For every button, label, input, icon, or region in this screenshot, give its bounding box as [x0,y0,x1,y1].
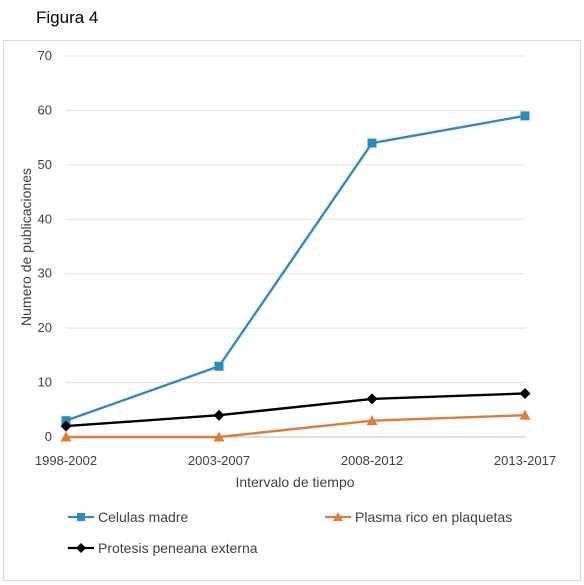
legend-item-celulas-madre: Celulas madre [68,509,188,525]
data-point-2-2 [366,393,378,405]
y-tick-60: 60 [38,102,52,117]
series-0 [61,111,530,426]
legend-label: Celulas madre [98,509,189,525]
y-tick-40: 40 [38,211,52,226]
legend-marker-triangle-icon [325,512,351,521]
series-line-1 [66,414,526,439]
legend-marker-diamond-icon [68,543,94,553]
series-line-0 [65,114,526,422]
y-tick-30: 30 [38,266,52,281]
legend-item-plasma: Plasma rico en plaquetas [325,509,512,525]
legend-label: Protesis peneana externa [98,540,258,556]
series-2 [60,387,531,432]
figure-label: Figura 4 [36,8,99,27]
series-1 [60,409,531,442]
x-axis-title: Intervalo de tiempo [235,474,354,490]
data-point-1-1 [213,431,225,442]
x-tick-2013-2017: 2013-2017 [494,453,556,468]
x-tick-2008-2012: 2008-2012 [341,453,403,468]
y-tick-50: 50 [38,157,52,172]
series-group [60,111,531,442]
legend-label: Plasma rico en plaquetas [355,509,513,525]
y-tick-10: 10 [38,375,52,390]
data-point-2-0 [60,420,72,432]
data-point-0-2 [367,138,377,148]
y-tick-70: 70 [38,48,52,63]
chart-frame [3,40,581,581]
y-axis-title: Numero de publicaciones [18,168,34,326]
series-line-2 [65,392,526,428]
y-tick-labels: 0 10 20 30 40 50 60 70 [38,48,52,444]
data-point-1-3 [519,409,531,420]
data-point-2-1 [213,409,225,421]
data-point-0-3 [520,111,530,121]
y-tick-0: 0 [45,429,52,444]
legend-marker-square-icon [68,513,94,521]
data-point-1-2 [366,415,378,426]
data-point-1-0 [60,431,72,442]
x-tick-2003-2007: 2003-2007 [188,453,250,468]
x-tick-1998-2002: 1998-2002 [35,453,97,468]
legend-item-protesis: Protesis peneana externa [68,540,258,556]
y-tick-20: 20 [38,320,52,335]
data-point-0-1 [214,361,224,371]
gridlines [66,55,525,438]
data-point-2-3 [519,387,531,399]
x-tick-labels: 1998-2002 2003-2007 2008-2012 2013-2017 [35,453,556,468]
